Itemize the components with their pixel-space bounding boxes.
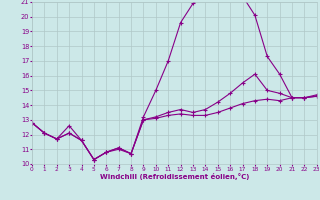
X-axis label: Windchill (Refroidissement éolien,°C): Windchill (Refroidissement éolien,°C)	[100, 173, 249, 180]
